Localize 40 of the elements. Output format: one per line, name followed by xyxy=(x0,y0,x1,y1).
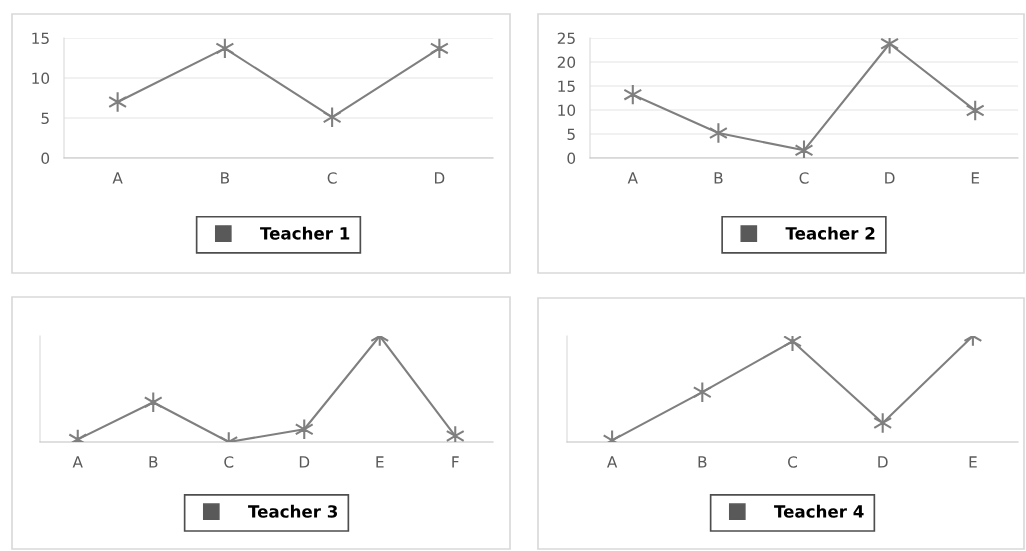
x-tick-label: F xyxy=(452,456,459,468)
x-tick-label: C xyxy=(799,172,809,184)
y-tick-label: 5 xyxy=(41,112,49,125)
x-tick-label: D xyxy=(878,456,888,468)
x-tick-label: B xyxy=(698,456,707,468)
text: Teacher 3 xyxy=(248,504,338,518)
point xyxy=(215,38,235,60)
x-tick-label: A xyxy=(72,456,83,468)
y-tick-label: 20 xyxy=(557,56,576,69)
y-tick-label: 0 xyxy=(567,152,576,165)
x-tick-label: E xyxy=(971,172,980,184)
x-tick-label: C xyxy=(327,172,337,184)
point xyxy=(322,106,342,128)
point xyxy=(794,139,814,158)
text: Teacher 1 xyxy=(260,226,350,240)
x-tick-label: D xyxy=(885,172,895,184)
x-tick-label: B xyxy=(221,172,230,184)
x-tick-label: A xyxy=(606,456,618,468)
x-tick-label: D xyxy=(299,456,310,468)
x-tick-label: E xyxy=(376,456,384,468)
y-tick-label: 15 xyxy=(558,80,575,93)
x-tick-label: B xyxy=(149,456,158,468)
y-tick-label: 5 xyxy=(567,128,575,141)
x-tick-label: D xyxy=(434,172,445,184)
point xyxy=(429,38,449,60)
y-tick-label: 15 xyxy=(32,32,49,45)
x-tick-label: C xyxy=(788,456,798,468)
text: Teacher 2 xyxy=(785,226,875,240)
y-tick-label: 25 xyxy=(557,32,575,45)
y-tick-label: 10 xyxy=(32,72,50,85)
text: Teacher 4 xyxy=(774,504,864,518)
point xyxy=(692,381,712,403)
x-tick-label: C xyxy=(224,456,234,468)
y-tick-label: 0 xyxy=(41,152,50,165)
x-tick-label: B xyxy=(714,172,723,184)
x-tick-label: A xyxy=(112,172,123,184)
x-tick-label: E xyxy=(969,456,977,468)
x-tick-label: A xyxy=(627,172,638,184)
y-tick-label: 10 xyxy=(558,104,576,117)
point xyxy=(108,91,128,113)
